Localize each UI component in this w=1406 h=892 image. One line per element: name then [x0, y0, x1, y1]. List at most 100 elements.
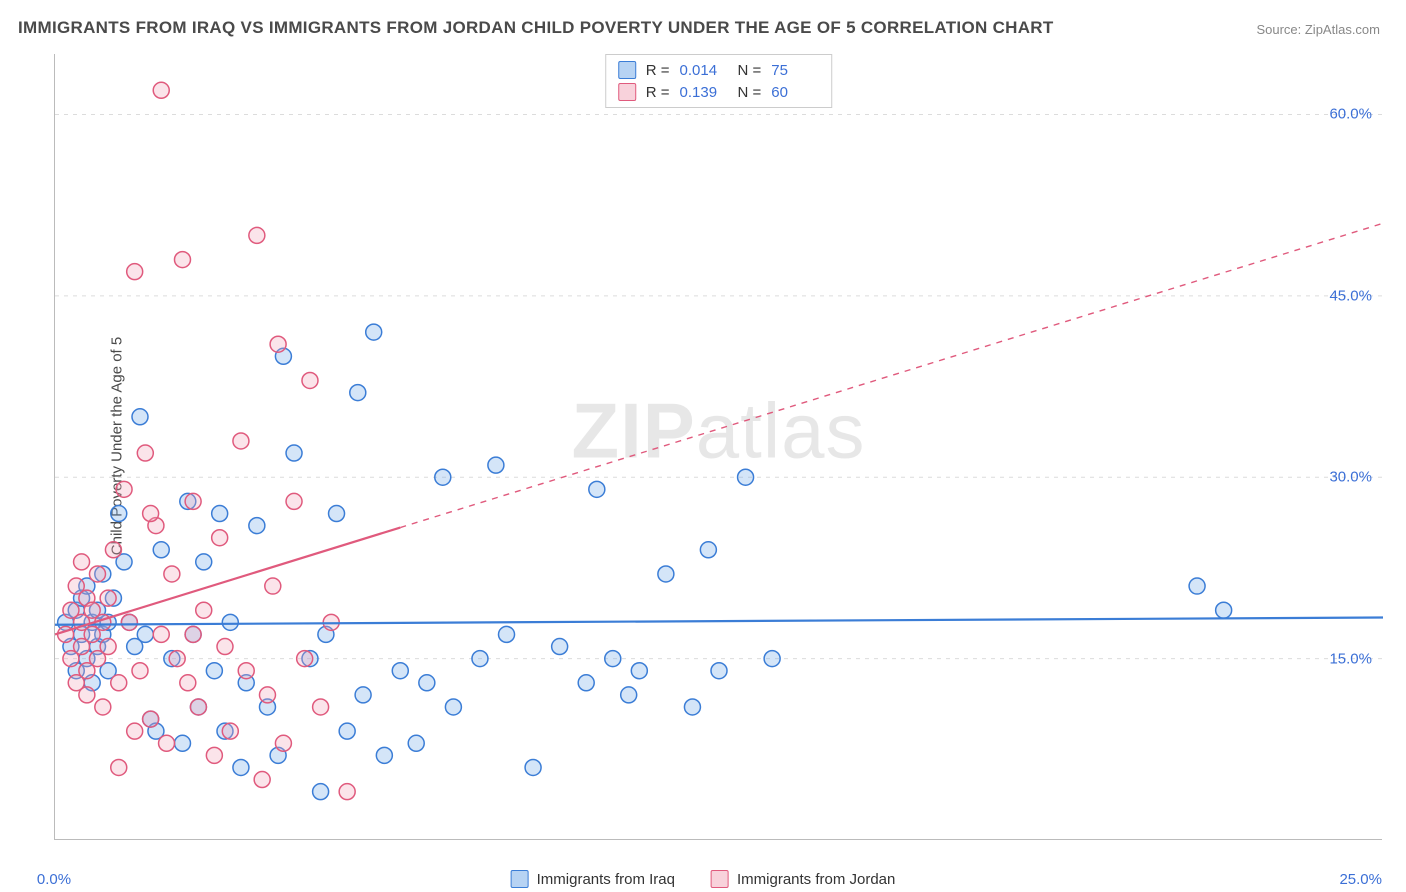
legend-r-label: R =: [646, 84, 670, 101]
scatter-point-jordan: [143, 506, 159, 522]
source-label: Source: ZipAtlas.com: [1256, 22, 1380, 37]
scatter-point-iraq: [578, 675, 594, 691]
scatter-point-jordan: [185, 493, 201, 509]
scatter-point-iraq: [329, 506, 345, 522]
legend-n-label: N =: [738, 62, 762, 79]
scatter-point-jordan: [254, 772, 270, 788]
scatter-point-iraq: [605, 651, 621, 667]
scatter-point-iraq: [419, 675, 435, 691]
scatter-point-jordan: [153, 82, 169, 98]
scatter-point-iraq: [212, 506, 228, 522]
series-legend-item-iraq: Immigrants from Iraq: [511, 870, 675, 888]
scatter-point-iraq: [1216, 602, 1232, 618]
scatter-point-iraq: [408, 735, 424, 751]
scatter-point-iraq: [196, 554, 212, 570]
scatter-point-jordan: [339, 784, 355, 800]
scatter-point-jordan: [95, 699, 111, 715]
scatter-point-jordan: [185, 626, 201, 642]
scatter-point-jordan: [121, 614, 137, 630]
scatter-point-jordan: [286, 493, 302, 509]
scatter-point-iraq: [350, 385, 366, 401]
plot-area: ZIPatlas R =0.014N =75R =0.139N =60 15.0…: [54, 54, 1382, 840]
y-tick-label: 15.0%: [1329, 650, 1372, 667]
chart-title: IMMIGRANTS FROM IRAQ VS IMMIGRANTS FROM …: [18, 18, 1054, 38]
trendline-iraq: [55, 618, 1383, 625]
scatter-point-iraq: [339, 723, 355, 739]
scatter-point-iraq: [738, 469, 754, 485]
scatter-point-jordan: [153, 626, 169, 642]
scatter-point-jordan: [137, 445, 153, 461]
scatter-point-iraq: [153, 542, 169, 558]
scatter-point-iraq: [658, 566, 674, 582]
scatter-point-jordan: [190, 699, 206, 715]
y-tick-label: 45.0%: [1329, 287, 1372, 304]
scatter-point-iraq: [249, 518, 265, 534]
scatter-point-jordan: [206, 747, 222, 763]
scatter-point-jordan: [74, 554, 90, 570]
scatter-point-jordan: [111, 759, 127, 775]
scatter-point-jordan: [105, 542, 121, 558]
scatter-point-jordan: [265, 578, 281, 594]
scatter-point-iraq: [700, 542, 716, 558]
scatter-point-iraq: [392, 663, 408, 679]
scatter-point-iraq: [233, 759, 249, 775]
legend-n-value: 75: [771, 62, 819, 79]
scatter-point-jordan: [169, 651, 185, 667]
scatter-point-jordan: [100, 639, 116, 655]
scatter-point-iraq: [137, 626, 153, 642]
scatter-point-iraq: [445, 699, 461, 715]
scatter-point-iraq: [313, 784, 329, 800]
scatter-point-iraq: [488, 457, 504, 473]
scatter-point-jordan: [196, 602, 212, 618]
legend-n-label: N =: [738, 84, 762, 101]
legend-swatch: [618, 61, 636, 79]
scatter-point-jordan: [111, 675, 127, 691]
scatter-point-jordan: [79, 687, 95, 703]
source-link[interactable]: ZipAtlas.com: [1305, 22, 1380, 37]
scatter-point-iraq: [206, 663, 222, 679]
scatter-point-iraq: [499, 626, 515, 642]
scatter-point-iraq: [552, 639, 568, 655]
scatter-point-iraq: [376, 747, 392, 763]
legend-r-value: 0.139: [680, 84, 728, 101]
scatter-point-iraq: [174, 735, 190, 751]
scatter-point-iraq: [435, 469, 451, 485]
scatter-point-iraq: [525, 759, 541, 775]
scatter-point-iraq: [366, 324, 382, 340]
scatter-point-iraq: [631, 663, 647, 679]
scatter-point-jordan: [270, 336, 286, 352]
scatter-point-iraq: [111, 506, 127, 522]
x-tick-0: 0.0%: [37, 871, 71, 888]
chart-svg: [55, 54, 1382, 839]
scatter-point-iraq: [711, 663, 727, 679]
scatter-point-jordan: [89, 566, 105, 582]
scatter-point-jordan: [132, 663, 148, 679]
scatter-point-jordan: [249, 227, 265, 243]
y-tick-label: 30.0%: [1329, 469, 1372, 486]
scatter-point-iraq: [764, 651, 780, 667]
scatter-point-iraq: [222, 614, 238, 630]
scatter-point-jordan: [222, 723, 238, 739]
legend-row-iraq: R = 0.014 N = 75: [618, 59, 820, 81]
scatter-point-jordan: [164, 566, 180, 582]
scatter-point-jordan: [275, 735, 291, 751]
scatter-point-iraq: [355, 687, 371, 703]
scatter-point-jordan: [233, 433, 249, 449]
series-swatch: [511, 870, 529, 888]
scatter-point-jordan: [212, 530, 228, 546]
series-legend-item-jordan: Immigrants from Jordan: [711, 870, 895, 888]
scatter-point-jordan: [297, 651, 313, 667]
legend-n-value: 60: [771, 84, 819, 101]
scatter-point-iraq: [684, 699, 700, 715]
scatter-point-jordan: [302, 372, 318, 388]
scatter-point-jordan: [143, 711, 159, 727]
scatter-point-jordan: [159, 735, 175, 751]
scatter-point-iraq: [286, 445, 302, 461]
scatter-point-jordan: [259, 687, 275, 703]
scatter-point-iraq: [621, 687, 637, 703]
legend-r-label: R =: [646, 62, 670, 79]
y-tick-label: 60.0%: [1329, 106, 1372, 123]
legend-r-value: 0.014: [680, 62, 728, 79]
legend-swatch: [618, 83, 636, 101]
scatter-point-iraq: [472, 651, 488, 667]
